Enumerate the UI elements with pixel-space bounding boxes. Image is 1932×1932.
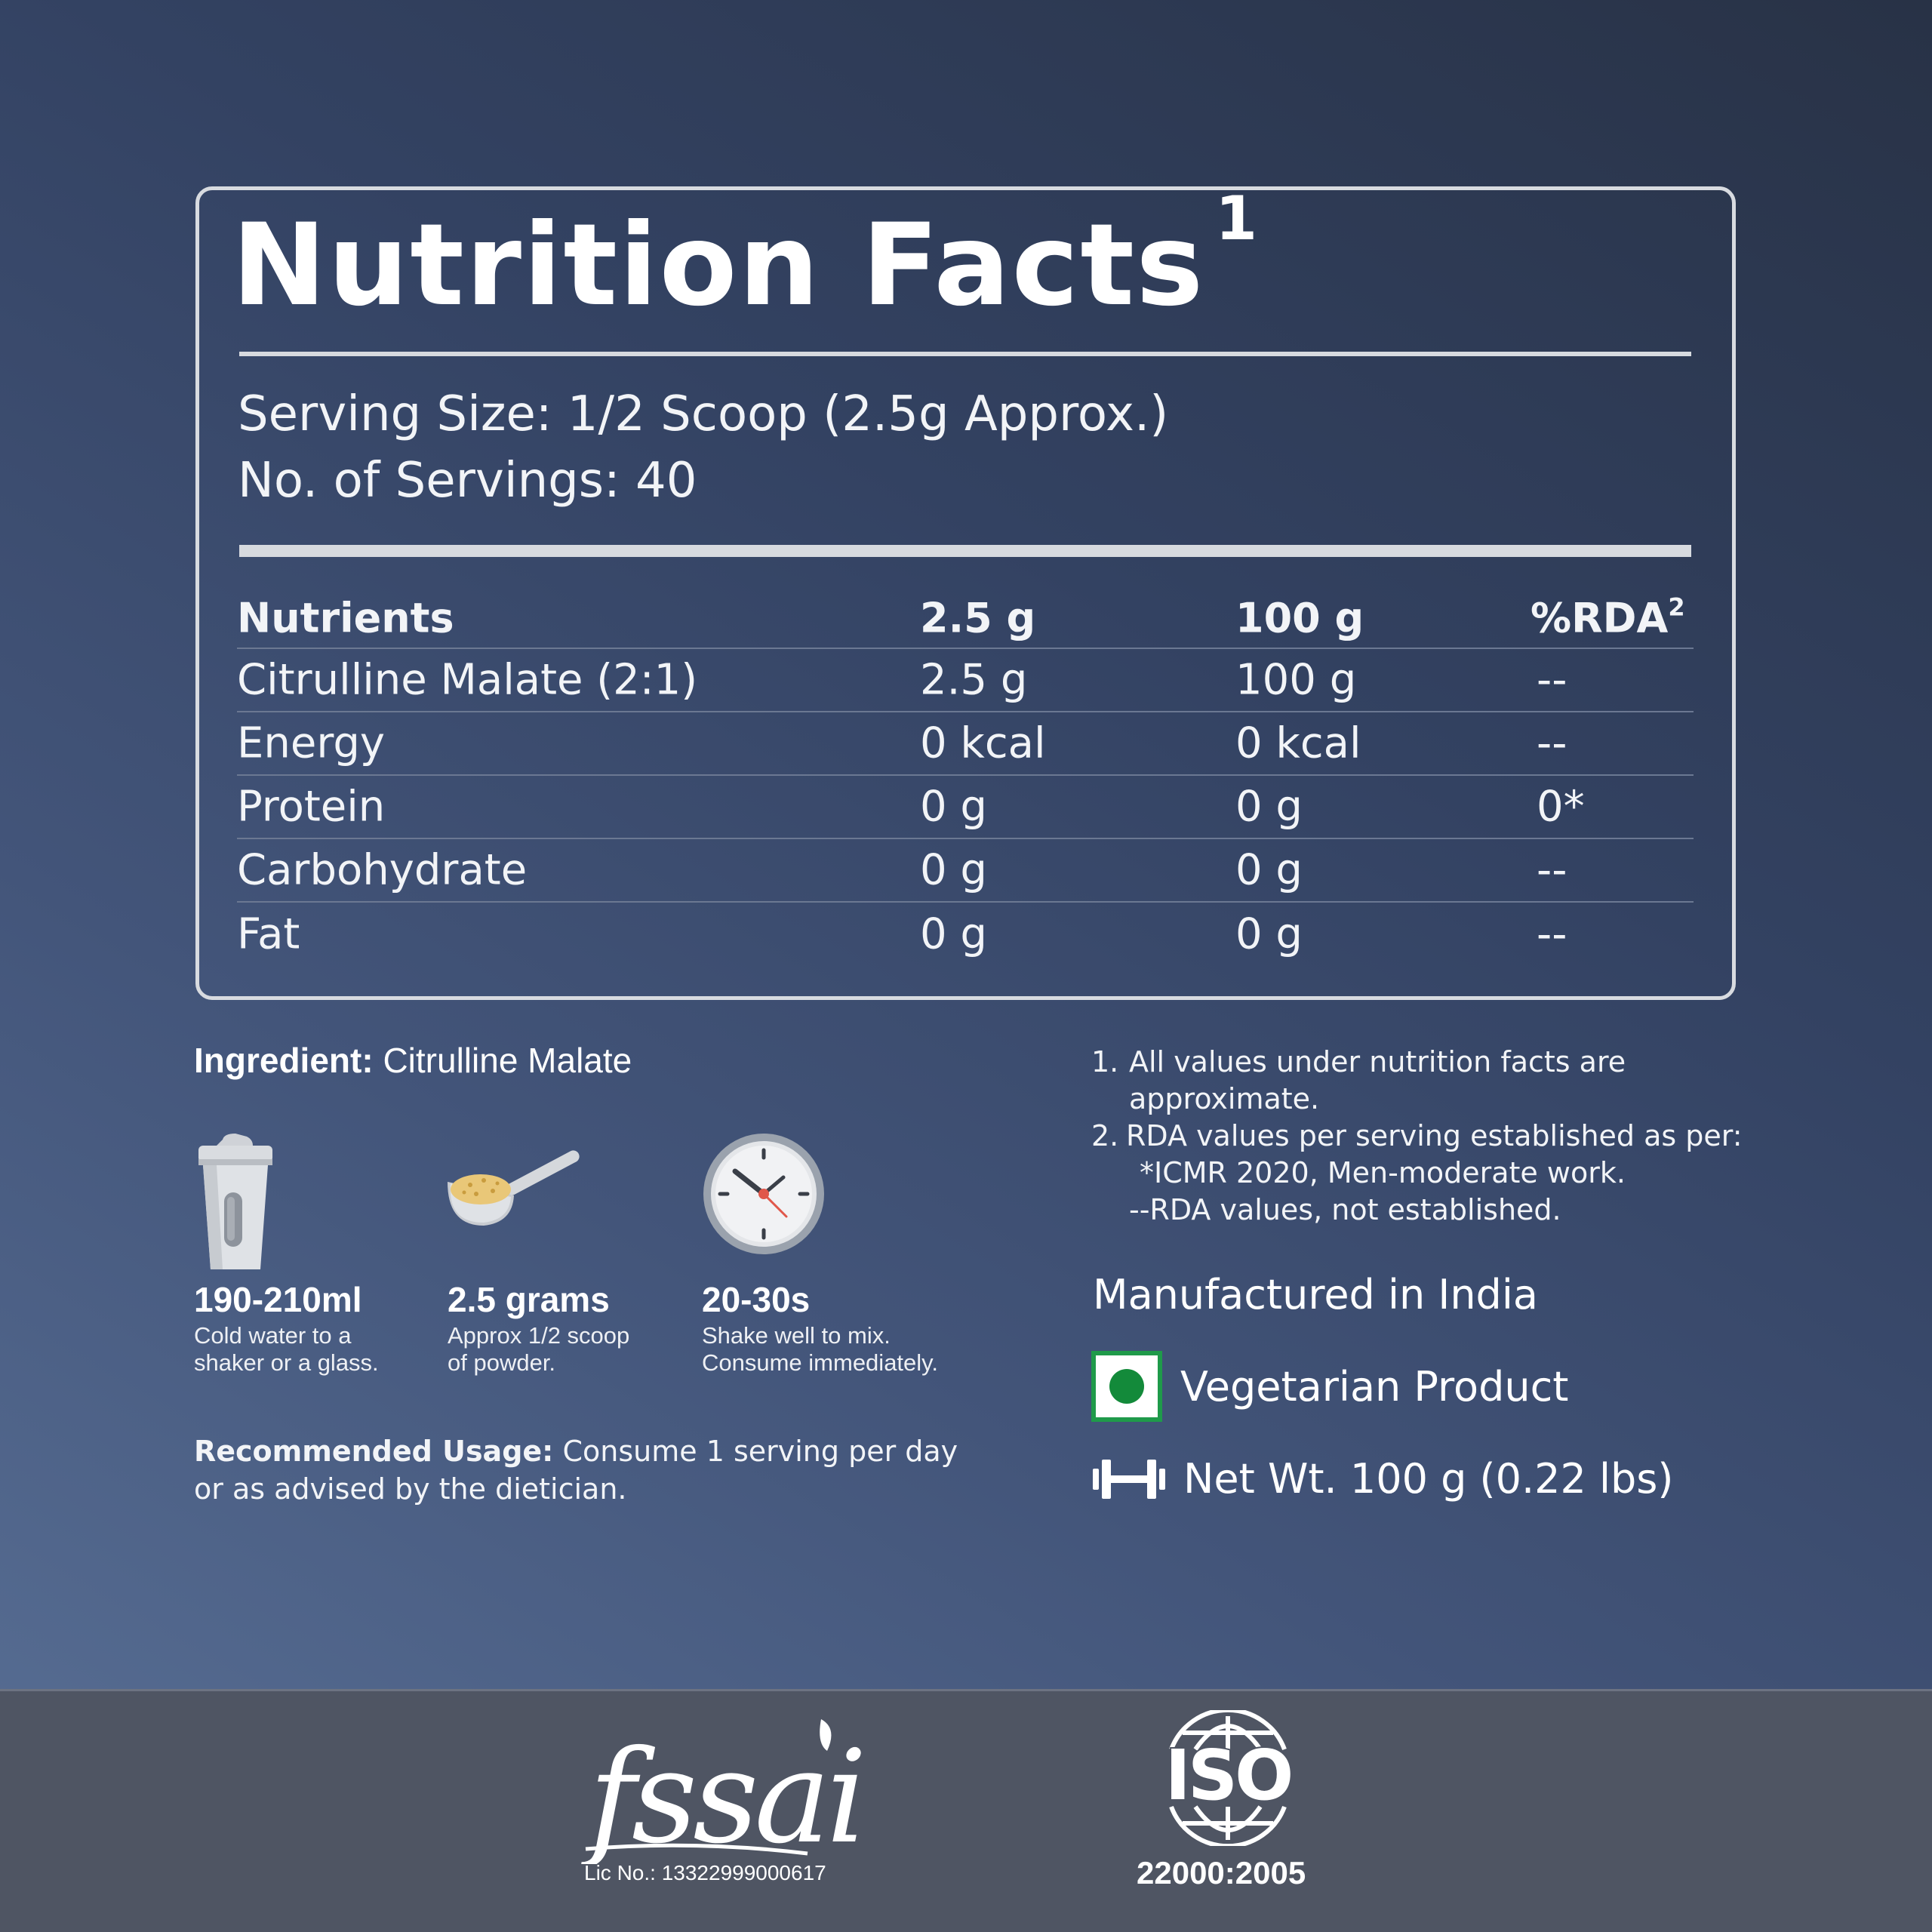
- title-footnote: 1: [1215, 183, 1260, 254]
- clock-icon: [703, 1134, 824, 1254]
- footer-band: [0, 1689, 1932, 1932]
- svg-text:ISO: ISO: [1165, 1735, 1291, 1816]
- ingredient-value: Citrulline Malate: [383, 1041, 632, 1080]
- table-row: Citrulline Malate (2:1) 2.5 g 100 g --: [237, 649, 1694, 712]
- fssai-logo: fssai: [581, 1719, 867, 1864]
- vegetarian-badge: Vegetarian Product: [1091, 1351, 1568, 1422]
- usage-label: Recommended Usage:: [194, 1435, 554, 1468]
- header-per-serving: 2.5 g: [920, 594, 1036, 642]
- iso-logo: ISO: [1164, 1710, 1295, 1846]
- table-header: Nutrients 2.5 g 100 g %RDA2: [237, 589, 1694, 649]
- manufactured-in: Manufactured in India: [1093, 1271, 1538, 1318]
- header-rda: %RDA2: [1531, 592, 1685, 642]
- recommended-usage: Recommended Usage: Consume 1 serving per…: [194, 1435, 958, 1506]
- table-row: Carbohydrate 0 g 0 g --: [237, 839, 1694, 903]
- shaker-icon: [198, 1134, 272, 1269]
- fssai-license: Lic No.: 13322999000617: [584, 1861, 826, 1884]
- ingredient-label: Ingredient:: [194, 1041, 374, 1080]
- dumbbell-icon: [1093, 1459, 1165, 1499]
- svg-text:fssai: fssai: [581, 1723, 863, 1864]
- title-divider: [239, 352, 1691, 356]
- nutrition-panel: [195, 186, 1736, 1000]
- iso-standard: 22000:2005: [1137, 1855, 1306, 1890]
- nutrition-title: Nutrition Facts 1: [232, 183, 1260, 331]
- net-weight: Net Wt. 100 g (0.22 lbs): [1091, 1455, 1673, 1503]
- table-row: Energy 0 kcal 0 kcal --: [237, 712, 1694, 776]
- servings-count: No. of Servings: 40: [238, 453, 697, 509]
- scoop-icon: [448, 1150, 580, 1226]
- vegetarian-mark-icon: [1091, 1351, 1162, 1422]
- header-per-100g: 100 g: [1235, 594, 1364, 642]
- footnotes: 1. All values under nutrition facts are a…: [1091, 1045, 1743, 1226]
- table-row: Fat 0 g 0 g --: [237, 909, 1567, 959]
- header-nutrients: Nutrients: [237, 594, 454, 642]
- table-row: Protein 0 g 0 g 0*: [237, 776, 1694, 839]
- serving-divider: [239, 545, 1691, 557]
- nutrition-table: Nutrients 2.5 g 100 g %RDA2 Citrulline M…: [237, 589, 1694, 966]
- ingredient-line: Ingredient: Citrulline Malate: [194, 1040, 632, 1081]
- serving-size: Serving Size: 1/2 Scoop (2.5g Approx.): [238, 386, 1169, 442]
